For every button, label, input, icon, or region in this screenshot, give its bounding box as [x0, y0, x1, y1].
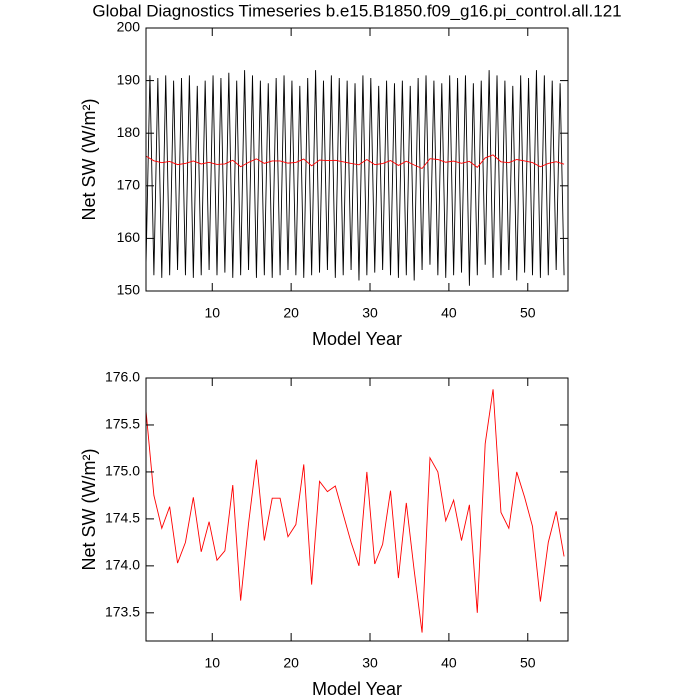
y-tick-label: 173.5: [105, 604, 140, 620]
y-tick-label: 190: [117, 71, 141, 87]
y-axis-label: Net SW (W/m²): [79, 449, 99, 571]
y-tick-label: 160: [117, 229, 141, 245]
x-tick-label: 30: [362, 305, 378, 321]
y-tick-label: 150: [117, 282, 141, 298]
y-tick-label: 175.0: [105, 463, 140, 479]
y-tick-label: 174.0: [105, 557, 140, 573]
x-tick-label: 50: [520, 305, 536, 321]
y-tick-label: 170: [117, 177, 141, 193]
plot-frame: [145, 377, 569, 642]
y-tick-label: 200: [117, 19, 141, 35]
data-line: [145, 154, 565, 170]
y-tick-label: 174.5: [105, 510, 140, 526]
y-axis-label: Net SW (W/m²): [79, 99, 99, 221]
x-axis-label: Model Year: [312, 679, 402, 699]
x-tick-label: 10: [204, 655, 220, 671]
x-tick-label: 20: [283, 305, 299, 321]
x-tick-label: 30: [362, 655, 378, 671]
x-tick-label: 40: [441, 305, 457, 321]
data-line: [145, 389, 565, 633]
y-tick-label: 175.5: [105, 416, 140, 432]
x-tick-label: 40: [441, 655, 457, 671]
y-tick-label: 180: [117, 124, 141, 140]
data-line: [145, 70, 565, 286]
y-tick-label: 176.0: [105, 369, 140, 385]
x-axis-label: Model Year: [312, 329, 402, 349]
x-tick-label: 20: [283, 655, 299, 671]
plot-frame: [145, 27, 569, 292]
x-tick-label: 50: [520, 655, 536, 671]
chart-title: Global Diagnostics Timeseries b.e15.B185…: [92, 1, 621, 20]
x-tick-label: 10: [204, 305, 220, 321]
